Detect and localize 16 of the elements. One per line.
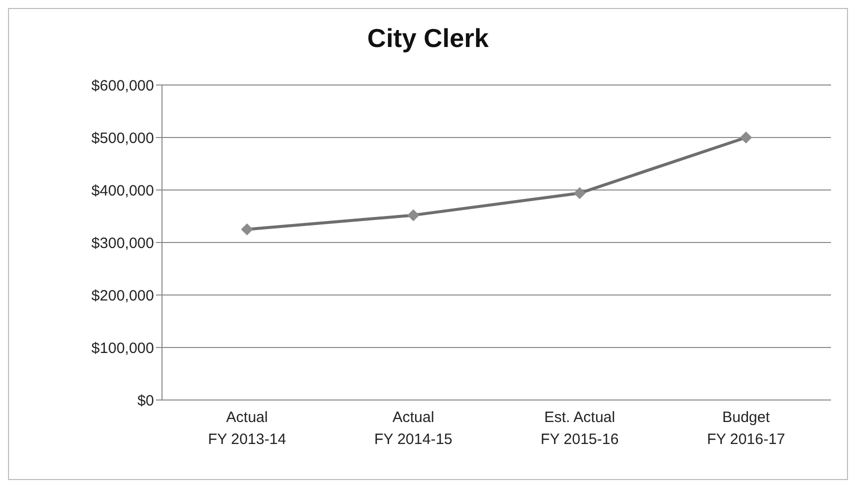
point <box>407 209 420 222</box>
chart-title: City Clerk <box>366 23 490 54</box>
y-tick-label: $300,000 <box>91 234 154 252</box>
y-tick-label: $0 <box>137 392 154 410</box>
x-tick-label: Actual FY 2013-14 <box>208 409 286 448</box>
x-tick-label: Est. Actual FY 2015-16 <box>540 409 619 448</box>
y-tick-label: $200,000 <box>91 287 154 304</box>
x-tick-label: Budget FY 2016-17 <box>706 409 786 448</box>
x-tick-label: Actual FY 2014-15 <box>374 409 452 448</box>
y-tick-label: $500,000 <box>91 130 154 147</box>
point <box>241 223 253 236</box>
y-tick-label: $600,000 <box>91 77 154 94</box>
y-tick-label: $100,000 <box>91 340 154 357</box>
point <box>574 187 586 200</box>
point <box>740 132 752 144</box>
y-tick-label: $400,000 <box>91 182 154 200</box>
